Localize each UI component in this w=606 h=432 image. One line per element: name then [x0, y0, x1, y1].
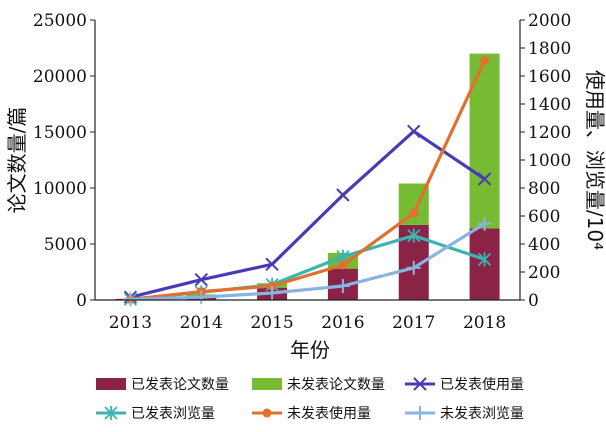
marker-published-usage-2016	[336, 188, 350, 202]
y-right-tick-label: 800	[528, 179, 560, 199]
marker-published-views-2018	[477, 252, 492, 267]
legend-swatch	[96, 378, 126, 390]
y-right-tick-label: 1000	[528, 151, 571, 171]
marker-unpublished-views-2015	[265, 286, 280, 300]
lines-layer	[123, 56, 492, 307]
marker-unpublished-usage-2017	[409, 208, 419, 218]
x-axis-title: 年份	[290, 338, 330, 362]
marker-unpublished-views-2016	[335, 279, 350, 293]
legend-marker	[104, 406, 118, 420]
y-right-tick-label: 0	[528, 291, 539, 311]
legend-label: 未发表浏览量	[440, 406, 524, 422]
legend-item-unpublished-usage: 未发表使用量	[252, 405, 371, 422]
marker-unpublished-views-2017	[406, 260, 421, 275]
line-published-usage	[130, 129, 486, 299]
y-right-tick-label: 1600	[528, 67, 571, 87]
y-left-tick-label: 5000	[44, 235, 87, 255]
y-right-tick-label: 600	[528, 207, 560, 227]
marker-unpublished-views-2013	[123, 292, 138, 307]
marker-unpublished-usage-2016	[338, 260, 348, 270]
legend-item-published-papers: 已发表论文数量	[96, 377, 229, 393]
line-unpublished-usage	[130, 59, 487, 301]
y-left-tick-label: 10000	[33, 179, 87, 199]
marker-published-views-2017	[407, 228, 421, 243]
y-right-tick-label: 2000	[528, 11, 571, 31]
legend-label: 已发表论文数量	[131, 377, 229, 393]
legend-swatch	[252, 378, 282, 390]
y-left-tick-label: 25000	[33, 11, 87, 31]
legend-item-unpublished-views: 未发表浏览量	[405, 406, 524, 422]
legend-label: 未发表论文数量	[287, 377, 385, 393]
y-left-tick-label: 0	[76, 291, 87, 311]
y-left-tick-label: 15000	[33, 123, 87, 143]
marker-unpublished-views-2014	[194, 290, 209, 305]
x-tick-label: 2017	[392, 313, 435, 333]
marker-unpublished-views-2018	[477, 216, 492, 231]
axes-layer: 0 5000 10000 15000 20000 25000 0 200 400 600 800 10…	[33, 11, 571, 333]
y-axis-left-title: 论文数量/篇	[5, 107, 29, 214]
x-tick-label: 2014	[180, 313, 223, 333]
x-tick-label: 2013	[109, 313, 152, 333]
x-tick-label: 2015	[250, 313, 293, 333]
legend-marker	[262, 408, 272, 418]
y-right-tick-label: 200	[528, 263, 560, 283]
marker-published-usage-2018	[477, 172, 492, 186]
legend-item-published-usage: 已发表使用量	[405, 376, 524, 393]
marker-unpublished-usage-2018	[480, 56, 490, 66]
y-right-tick-label: 1400	[528, 95, 571, 115]
bars-layer	[115, 53, 500, 300]
legend-marker	[413, 377, 427, 391]
marker-published-usage-2017	[407, 124, 421, 139]
y-right-tick-label: 1800	[528, 39, 571, 59]
legend-marker	[413, 406, 427, 420]
y-axis-right-title: 使用量、浏览量/10⁴	[583, 70, 606, 250]
legend-label: 未发表使用量	[287, 405, 371, 422]
legend-label: 已发表浏览量	[131, 406, 215, 422]
line-unpublished-views	[130, 222, 486, 301]
legend-label: 已发表使用量	[440, 376, 524, 393]
marker-published-usage-2014	[194, 272, 208, 287]
legend-item-published-views: 已发表浏览量	[96, 406, 215, 422]
x-tick-label: 2016	[321, 313, 364, 333]
y-right-tick-label: 400	[528, 235, 560, 255]
y-right-tick-label: 1200	[528, 123, 571, 143]
x-tick-label: 2018	[463, 313, 506, 333]
legend-item-unpublished-papers: 未发表论文数量	[252, 377, 385, 393]
marker-published-usage-2015	[265, 257, 279, 272]
y-left-tick-label: 20000	[33, 67, 87, 87]
